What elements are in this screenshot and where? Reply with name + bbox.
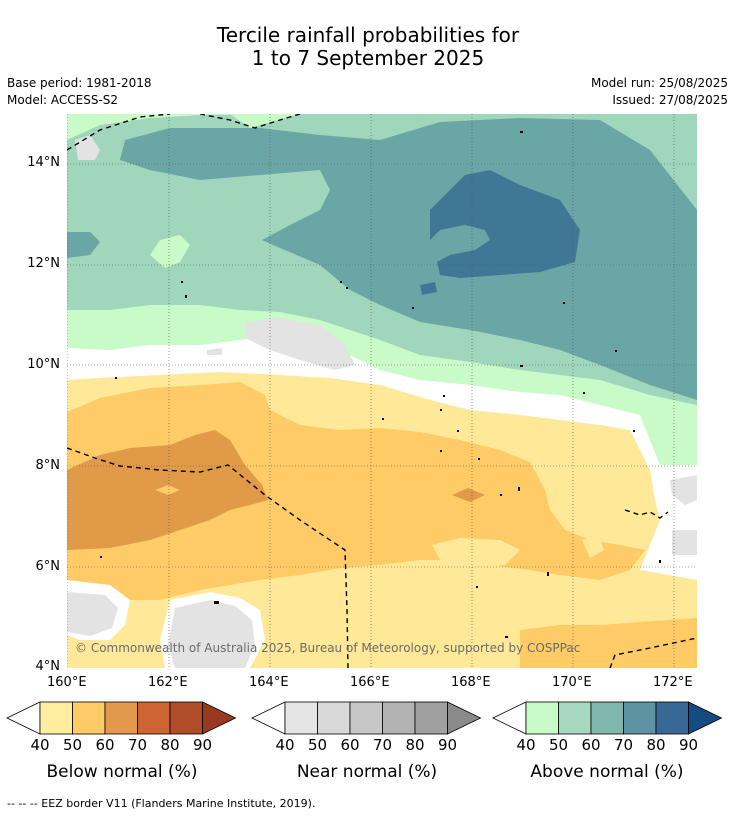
near-colorbar-min-extension	[251, 701, 286, 735]
near-40-patch-a	[75, 135, 100, 160]
x-tick-162E: 162°E	[148, 675, 188, 690]
below-50-patch	[155, 485, 180, 495]
below-colorbar-tick-label: 50	[62, 736, 83, 754]
x-tick-166E: 166°E	[350, 675, 390, 690]
near-colorbar-tick-label: 60	[340, 736, 360, 754]
above-70-patch	[420, 282, 437, 295]
below-colorbar-swatch	[137, 701, 171, 735]
eez-border	[67, 114, 697, 668]
map-plot-area	[67, 114, 697, 668]
above-40-patch-a	[150, 235, 190, 268]
near-colorbar-swatch	[317, 701, 351, 735]
above-colorbar-swatch	[590, 701, 624, 735]
model-name: Model: ACCESS-S2	[7, 93, 119, 107]
below-colorbar-swatch	[39, 701, 73, 735]
below-colorbar-swatch	[104, 701, 138, 735]
x-tick-160E: 160°E	[47, 675, 87, 690]
below-colorbar-tick-label: 40	[30, 736, 50, 754]
near-normal-title: Near normal (%)	[296, 762, 438, 782]
x-tick-164E: 164°E	[249, 675, 289, 690]
below-normal-title: Below normal (%)	[46, 762, 198, 782]
above-colorbar-tick-label: 50	[548, 736, 569, 754]
model-run: Model run: 25/08/2025	[590, 76, 728, 90]
issued-date: Issued: 27/08/2025	[612, 93, 728, 107]
above-70-region	[430, 170, 580, 278]
below-colorbar-max-extension	[202, 701, 237, 735]
above-colorbar-tick-label: 40	[516, 736, 536, 754]
below-colorbar-swatch	[169, 701, 203, 735]
near-colorbar-tick-label: 90	[437, 736, 458, 754]
above-colorbar-tick-label: 80	[646, 736, 666, 754]
above-colorbar-swatch	[525, 701, 559, 735]
below-colorbar-tick-label: 70	[127, 736, 148, 754]
near-colorbar-swatch	[349, 701, 383, 735]
x-tick-170E: 170°E	[552, 675, 592, 690]
near-colorbar-max-extension	[447, 701, 482, 735]
above-normal-title: Above normal (%)	[530, 762, 684, 782]
above-colorbar-tick-label: 70	[613, 736, 634, 754]
near-colorbar-tick-label: 50	[307, 736, 328, 754]
above-colorbar-min-extension	[492, 701, 527, 735]
near-colorbar-tick-label: 80	[405, 736, 425, 754]
below-colorbar-tick-label: 60	[95, 736, 115, 754]
base-period: Base period: 1981-2018	[7, 76, 152, 90]
above-60-region	[120, 118, 697, 400]
y-tick-8N: 8°N	[35, 458, 61, 473]
above-60-west	[67, 232, 100, 258]
below-60-patch	[452, 488, 485, 502]
near-40-patch-c	[207, 348, 222, 355]
above-colorbar-tick-label: 60	[581, 736, 601, 754]
near-40-patch-b	[245, 318, 355, 370]
below-colorbar-swatch	[72, 701, 106, 735]
below-40-patch-a	[432, 538, 520, 568]
graticule	[67, 114, 697, 668]
below-colorbar-min-extension	[6, 701, 41, 735]
below-50-southeast	[520, 618, 697, 668]
near-40-patch-f	[67, 592, 118, 636]
above-colorbar-swatch	[655, 701, 689, 735]
above-colorbar-swatch	[558, 701, 592, 735]
below-colorbar-tick-label: 80	[160, 736, 180, 754]
above-colorbar-tick-label: 90	[678, 736, 699, 754]
y-tick-12N: 12°N	[27, 256, 60, 271]
above-40-patch-b	[170, 114, 300, 128]
y-tick-6N: 6°N	[35, 559, 61, 574]
map-title-line1: Tercile rainfall probabilities for	[216, 23, 520, 47]
near-40-patch-d	[670, 475, 697, 505]
above-colorbar-swatch	[623, 701, 657, 735]
eez-legend-note: -- -- -- EEZ border V11 (Flanders Marine…	[7, 797, 316, 810]
near-40-patch-e	[672, 530, 697, 555]
above-colorbar-max-extension	[688, 701, 723, 735]
copyright-notice: © Commonwealth of Australia 2025, Bureau…	[75, 641, 581, 655]
below-colorbar-tick-label: 90	[192, 736, 213, 754]
x-tick-168E: 168°E	[451, 675, 491, 690]
y-tick-10N: 10°N	[27, 357, 60, 372]
near-colorbar-swatch	[284, 701, 318, 735]
map-title-line2: 1 to 7 September 2025	[251, 46, 485, 70]
below-40-patch-b	[582, 535, 604, 558]
islands	[100, 131, 661, 638]
near-colorbar-swatch	[414, 701, 448, 735]
y-tick-14N: 14°N	[27, 155, 60, 170]
y-tick-4N: 4°N	[35, 659, 61, 674]
near-40-patch-g	[168, 600, 255, 668]
near-colorbar-swatch	[382, 701, 416, 735]
x-tick-172E: 172°E	[653, 675, 693, 690]
near-colorbar-tick-label: 40	[275, 736, 295, 754]
near-colorbar-tick-label: 70	[372, 736, 393, 754]
